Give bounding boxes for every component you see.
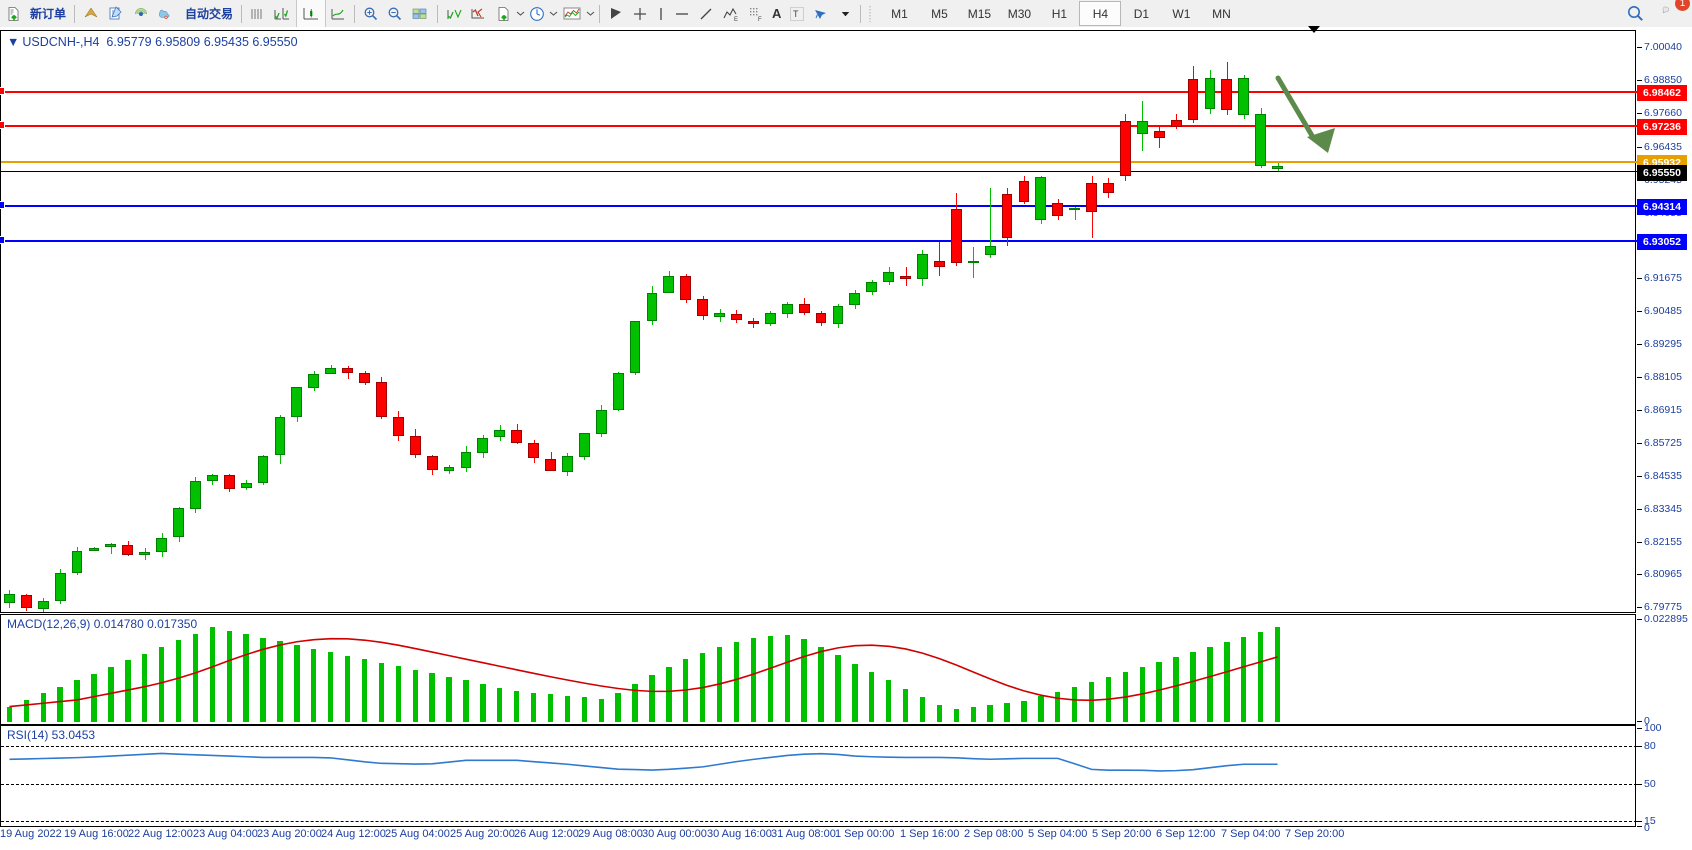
svg-text:F: F bbox=[758, 17, 762, 22]
svg-text:E: E bbox=[734, 17, 738, 22]
svg-text:T: T bbox=[793, 9, 799, 19]
